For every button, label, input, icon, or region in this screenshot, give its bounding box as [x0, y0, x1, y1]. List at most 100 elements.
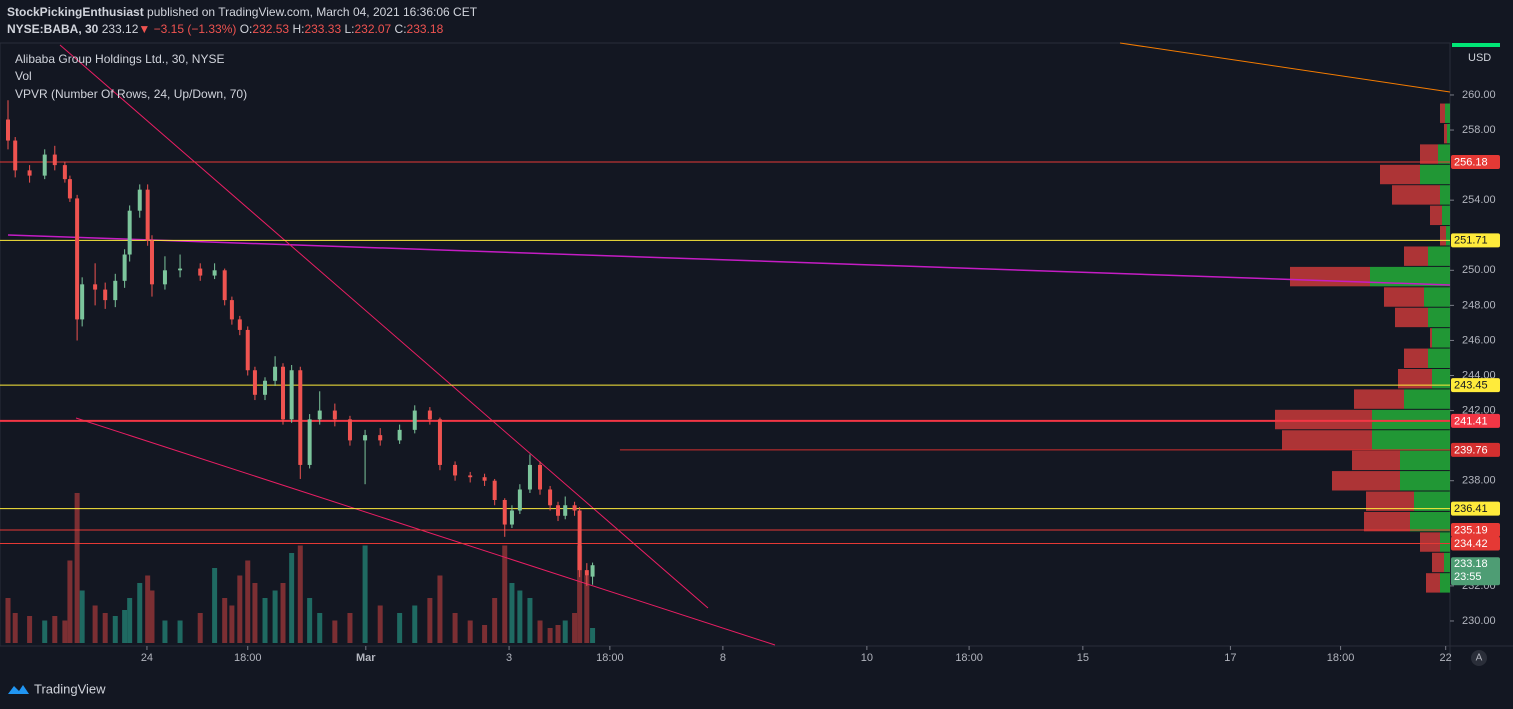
profile-up [1424, 287, 1450, 307]
volume-bar [584, 575, 590, 643]
level-label: 243.45 [1454, 380, 1488, 392]
volume-bar [555, 625, 561, 643]
candle-body [13, 140, 18, 171]
volume-bar [317, 613, 323, 643]
profile-down [1392, 185, 1440, 205]
candle-body [548, 489, 553, 506]
pane [0, 42, 1451, 647]
auto-button[interactable] [1471, 650, 1487, 666]
volume-layer [5, 493, 596, 643]
volume-bar [467, 620, 473, 643]
candle-body [577, 510, 582, 571]
currency: USD [1468, 52, 1491, 64]
volume-bar [102, 613, 108, 643]
volume-bar [307, 598, 313, 643]
l-label: L: [344, 22, 355, 36]
profile-up [1370, 266, 1450, 287]
y-tick-label: 250.00 [1462, 264, 1496, 276]
c: 233.18 [406, 22, 444, 36]
profile-down [1384, 287, 1424, 307]
level-label: 235.19 [1454, 524, 1488, 536]
y-tick-label: 258.00 [1462, 124, 1496, 136]
y-tick-label: 246.00 [1462, 334, 1496, 346]
trend-line [59, 44, 709, 609]
volume-bar [547, 628, 553, 643]
candle-body [27, 170, 32, 176]
profile-up [1440, 185, 1450, 205]
candle-body [363, 435, 368, 441]
x-tick-label: 15 [1077, 652, 1089, 664]
profile-down [1440, 226, 1446, 246]
volume-bar [562, 620, 568, 643]
profile-down [1430, 205, 1442, 226]
volume-bar [527, 598, 533, 643]
volume-bar [297, 545, 303, 643]
candle-body [289, 370, 294, 420]
profile-up [1447, 123, 1450, 144]
profile-down [1398, 368, 1432, 389]
footer: TradingView [34, 681, 106, 696]
candle-body [468, 475, 473, 478]
trend-line [7, 234, 1451, 286]
profile-up [1428, 348, 1450, 368]
volume-bar [79, 590, 85, 643]
x-tick-label: Mar [356, 652, 376, 664]
volume-bar [197, 613, 203, 643]
indicator-bar [1452, 43, 1500, 47]
last-countdown: 23:55 [1454, 571, 1482, 583]
volume-bar [62, 620, 68, 643]
author: StockPickingEnthusiast [7, 5, 144, 19]
candle-body [307, 419, 312, 465]
volume-bar [262, 598, 268, 643]
candle-body [538, 464, 543, 490]
volume-bar [52, 616, 58, 643]
y-tick-label: 248.00 [1462, 299, 1496, 311]
candle-body [317, 410, 322, 420]
x-tick-label: 24 [141, 652, 153, 664]
candle-body [245, 329, 250, 371]
x-tick-label: 18:00 [1327, 652, 1355, 664]
candle-body [212, 270, 217, 276]
level-label: 239.76 [1454, 444, 1488, 456]
volume-bar [509, 583, 515, 643]
legend-vpvr: VPVR (Number Of Rows, 24, Up/Down, 70) [15, 87, 247, 101]
profile-down [1426, 573, 1440, 593]
volume-bar [492, 598, 498, 643]
volume-bar [245, 560, 251, 643]
volume-bar [92, 605, 98, 643]
volume-bar [577, 545, 583, 643]
profile-down [1404, 348, 1428, 368]
profile-down [1332, 471, 1400, 491]
levels-layer [0, 161, 1450, 544]
volume-bar [122, 610, 128, 643]
candle-body [427, 410, 432, 420]
volume-bar [12, 613, 18, 643]
candle-body [281, 366, 286, 420]
profile-up [1428, 246, 1450, 266]
level-badge [1451, 501, 1500, 516]
profile-down [1444, 123, 1447, 144]
volume-bar [162, 620, 168, 643]
candle-body [273, 366, 278, 381]
level-badge [1451, 536, 1500, 551]
profile-down [1420, 144, 1438, 164]
profile-up [1428, 307, 1450, 328]
profile-layer [1275, 103, 1450, 593]
auto-label[interactable]: A [1476, 653, 1483, 664]
profile-down [1395, 307, 1428, 328]
candle-body [93, 284, 98, 290]
candle-body [149, 240, 154, 285]
candles-layer [6, 100, 595, 586]
legend-vol: Vol [15, 69, 32, 83]
x-tick-label: 22 [1440, 652, 1452, 664]
volume-bar [5, 598, 11, 643]
last-badge [1451, 557, 1500, 586]
volume-bar [229, 605, 235, 643]
profile-up [1442, 205, 1450, 226]
volume-bar [112, 616, 118, 643]
profile-up [1440, 573, 1450, 593]
profile-up [1445, 103, 1450, 123]
volume-bar [437, 575, 443, 643]
profile-down [1440, 103, 1445, 123]
volume-bar [149, 590, 155, 643]
